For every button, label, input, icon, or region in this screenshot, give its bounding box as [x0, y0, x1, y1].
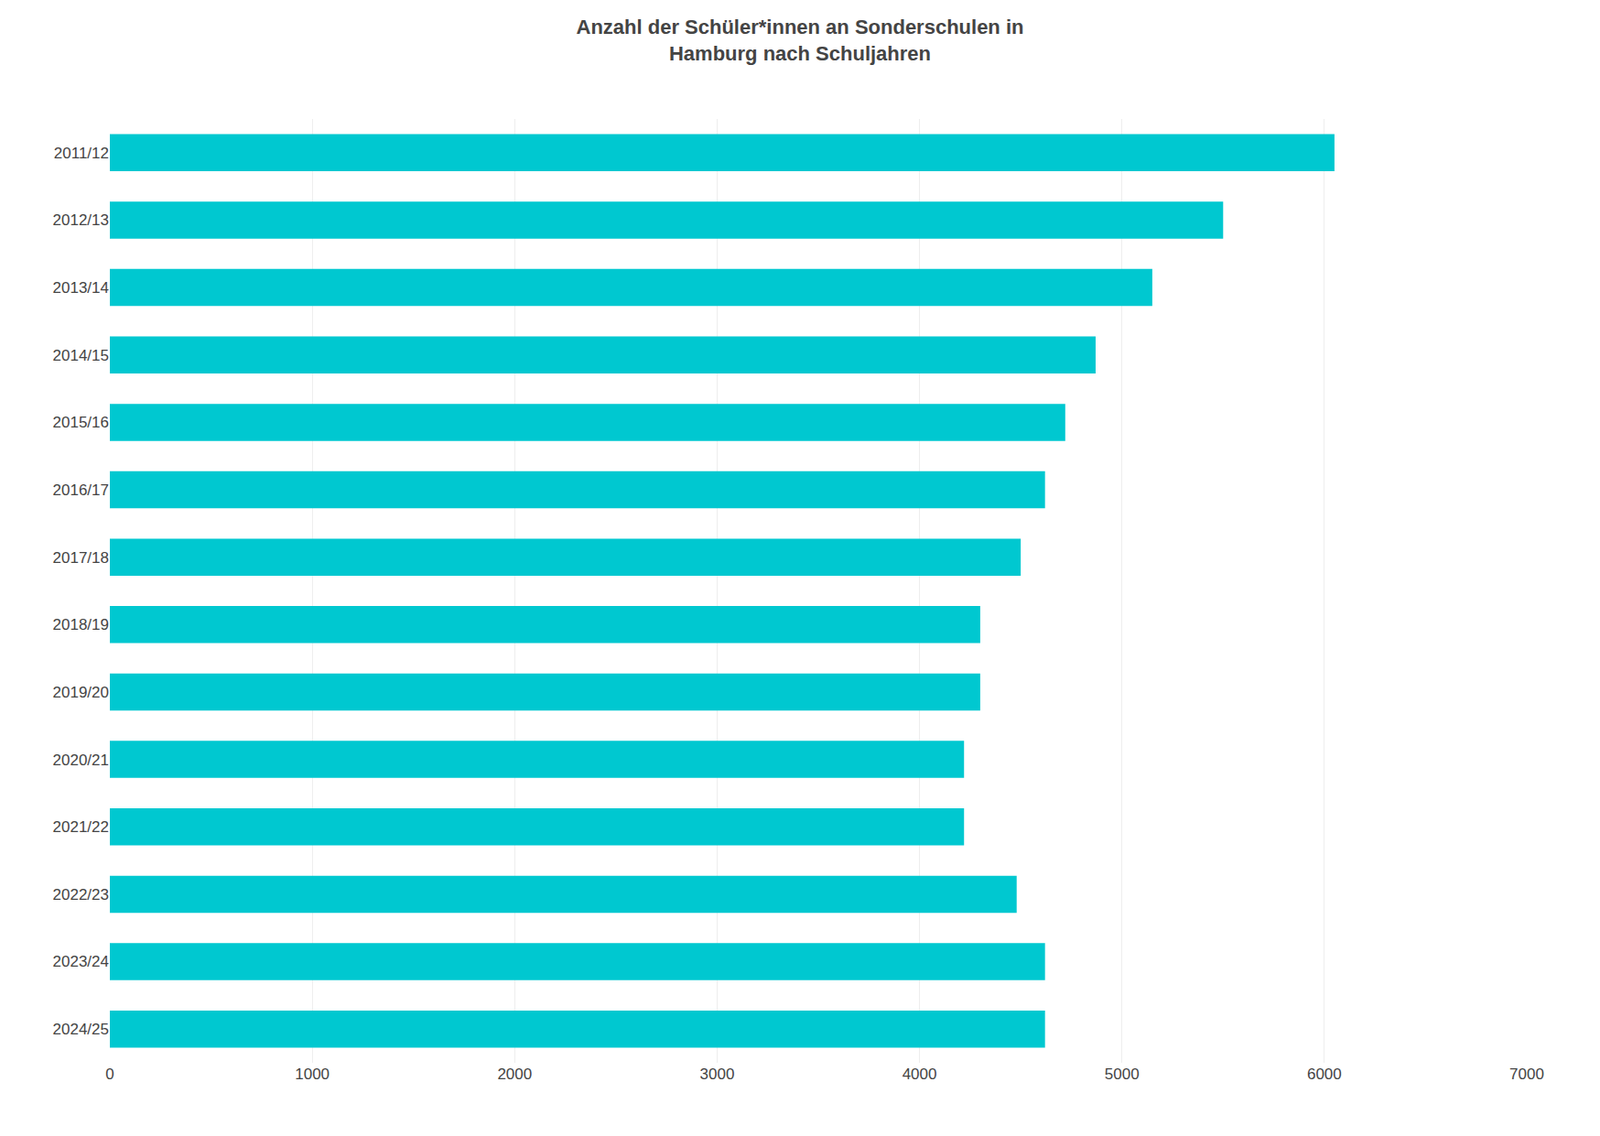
svg-text:2019/20: 2019/20 [53, 683, 109, 702]
svg-text:2024/25: 2024/25 [53, 1020, 109, 1038]
svg-text:2023/24: 2023/24 [53, 952, 109, 971]
svg-text:2012/13: 2012/13 [53, 211, 109, 229]
svg-text:2021/22: 2021/22 [53, 818, 109, 836]
svg-text:2015/16: 2015/16 [53, 413, 109, 432]
svg-text:4000: 4000 [902, 1065, 938, 1083]
svg-text:2016/17: 2016/17 [53, 481, 109, 499]
svg-text:2017/18: 2017/18 [53, 549, 109, 567]
svg-text:2014/15: 2014/15 [53, 346, 109, 365]
svg-text:2018/19: 2018/19 [53, 616, 109, 634]
svg-text:2000: 2000 [497, 1065, 532, 1083]
svg-text:2013/14: 2013/14 [53, 279, 109, 297]
svg-text:2020/21: 2020/21 [53, 751, 109, 769]
svg-text:2022/23: 2022/23 [53, 886, 109, 904]
svg-text:7000: 7000 [1509, 1065, 1545, 1083]
svg-text:2011/12: 2011/12 [54, 144, 109, 163]
svg-text:1000: 1000 [294, 1065, 330, 1083]
svg-text:5000: 5000 [1104, 1065, 1140, 1083]
svg-text:0: 0 [105, 1065, 114, 1083]
svg-text:6000: 6000 [1307, 1065, 1342, 1083]
svg-text:3000: 3000 [700, 1065, 736, 1083]
svg-text:Anzahl der Schüler*innen an So: Anzahl der Schüler*innen an Sonderschule… [576, 15, 1025, 65]
